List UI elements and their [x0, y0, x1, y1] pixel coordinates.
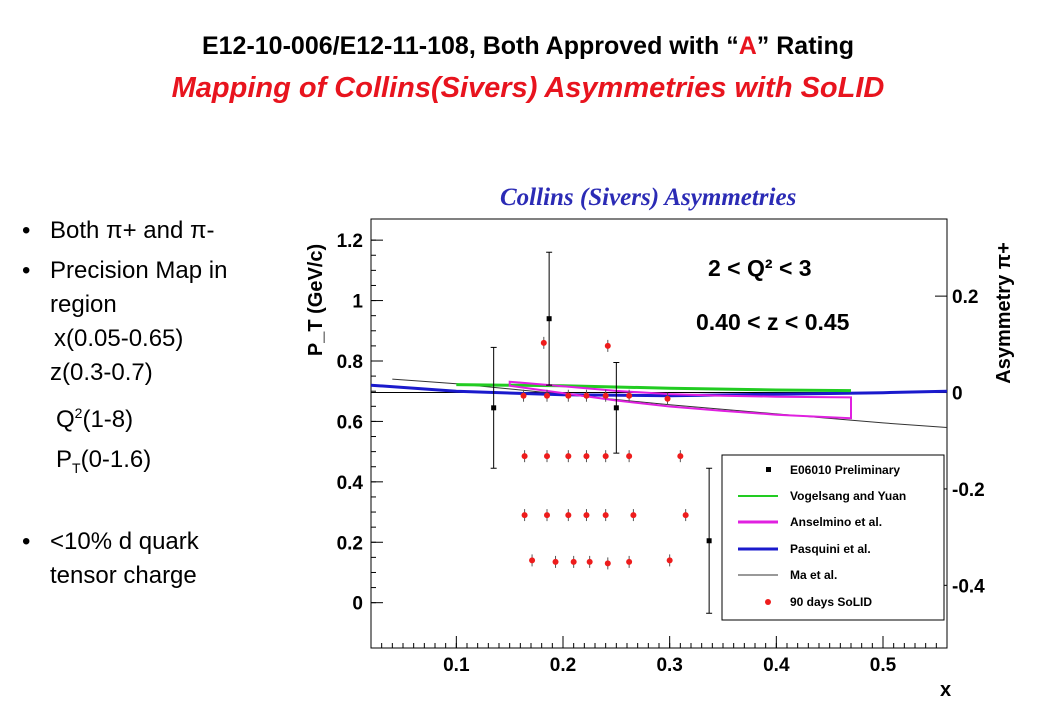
solid-point — [565, 392, 572, 399]
solid-point — [521, 512, 528, 519]
solid-point — [604, 342, 611, 349]
solid-point — [604, 560, 611, 567]
annotation-z: 0.40 < z < 0.45 — [696, 309, 850, 335]
legend-label-e06010: E06010 Preliminary — [790, 463, 900, 477]
solid-point — [529, 557, 536, 564]
bullet-tensor-charge: • <10% d quark tensor charge — [22, 527, 199, 589]
curve-vogelsang — [456, 383, 852, 393]
solid-point — [552, 558, 559, 565]
legend-label-ma: Ma et al. — [790, 568, 837, 582]
legend-label-vogelsang: Vogelsang and Yuan — [790, 489, 906, 503]
x-tick-label: 0.1 — [443, 655, 470, 676]
slide-title-line2: Mapping of Collins(Sivers) Asymmetries w… — [171, 72, 885, 104]
legend-label-anselmino: Anselmino et al. — [790, 515, 882, 529]
e06010-point — [546, 316, 552, 322]
solid-point — [544, 512, 550, 519]
y-tick-label: 0 — [352, 594, 363, 615]
rating-letter: A — [738, 32, 757, 60]
x-tick-label: 0.4 — [763, 655, 790, 676]
y-tick-label: 1 — [352, 292, 363, 313]
solid-point — [630, 512, 637, 519]
right-tick-label: 0.2 — [952, 287, 978, 308]
solid-point — [565, 453, 572, 460]
solid-point — [544, 453, 550, 460]
bullet-list: • Both π+ and π- • Precision Map in region … — [22, 214, 312, 593]
y-tick-label: 1.2 — [337, 231, 363, 252]
x-axis-label: x — [940, 679, 951, 701]
right-tick-label: -0.2 — [952, 480, 985, 501]
solid-point — [602, 392, 609, 399]
slide-title-line1: E12-10-006/E12-11-108, Both Approved wit… — [201, 32, 855, 60]
e06010-point — [491, 405, 497, 411]
solid-point — [583, 512, 590, 519]
bullet-precision-map: • Precision Map in region — [22, 257, 228, 318]
right-tick-label: -0.4 — [952, 576, 985, 597]
curve-ma — [392, 378, 948, 428]
y-axis-label: P_T (GeV/c) — [305, 244, 327, 356]
solid-point — [570, 558, 577, 565]
x-tick-label: 0.3 — [656, 655, 682, 676]
chart-title: Collins (Sivers) Asymmetries — [500, 184, 797, 211]
y-tick-label: 0.6 — [337, 412, 363, 433]
solid-point — [521, 453, 528, 460]
curve-pasquini — [370, 383, 948, 398]
solid-point — [682, 512, 689, 519]
solid-point — [583, 392, 590, 399]
y-tick-label: 0.2 — [337, 533, 363, 554]
band-anselmino — [508, 380, 852, 420]
right-tick-label: 0 — [952, 384, 963, 405]
legend-marker-solid — [765, 599, 771, 605]
solid-point — [565, 512, 572, 519]
range-q2: Q2(1-8) — [56, 405, 134, 433]
range-x: x(0.05-0.65) — [54, 325, 184, 352]
range-z: z(0.3-0.7) — [50, 359, 153, 386]
legend-label-solid: 90 days SoLID — [790, 595, 872, 609]
e06010-point — [706, 538, 712, 544]
solid-point — [626, 392, 633, 399]
solid-point — [602, 453, 609, 460]
x-tick-label: 0.5 — [870, 655, 897, 676]
solid-point — [583, 453, 590, 460]
solid-point — [626, 453, 633, 460]
x-tick-label: 0.2 — [550, 655, 576, 676]
solid-point — [664, 395, 671, 402]
solid-point — [626, 558, 633, 565]
solid-point — [544, 392, 550, 399]
legend-marker-e06010 — [766, 467, 771, 472]
solid-point — [586, 558, 593, 565]
solid-point — [540, 339, 547, 346]
y-tick-label: 0.8 — [337, 352, 363, 373]
legend: E06010 Preliminary Vogelsang and Yuan An… — [721, 454, 945, 621]
annotation-q2: 2 < Q² < 3 — [708, 255, 812, 281]
legend-label-pasquini: Pasquini et al. — [790, 542, 871, 556]
solid-point — [677, 453, 684, 460]
right-axis-label: Asymmetry π+ — [993, 242, 1015, 384]
solid-point — [520, 392, 527, 399]
solid-point — [666, 557, 673, 564]
y-tick-label: 0.4 — [337, 473, 364, 494]
e06010-point — [613, 405, 619, 411]
solid-point — [602, 512, 609, 519]
range-pt: PT(0-1.6) — [56, 446, 152, 476]
bullet-pions: • Both π+ and π- — [22, 217, 215, 244]
